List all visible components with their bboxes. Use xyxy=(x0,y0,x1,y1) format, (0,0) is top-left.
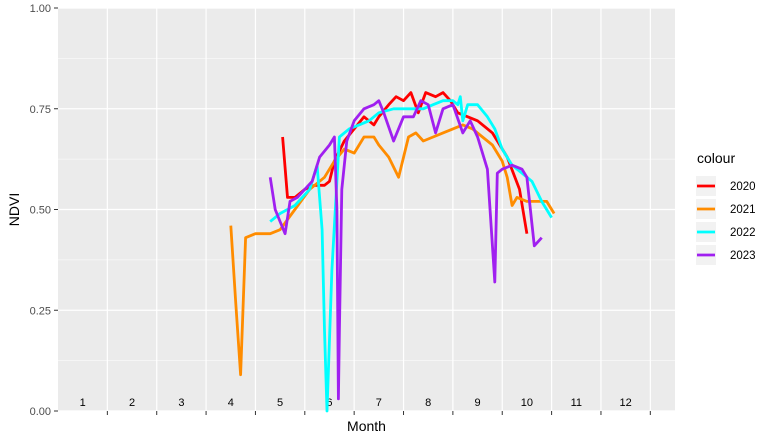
month-label: 2 xyxy=(129,397,135,409)
x-axis xyxy=(106,411,651,415)
series-line-2021 xyxy=(229,123,556,377)
month-labels: 1 2 3 4 5 6 7 8 9 10 11 12 xyxy=(80,397,632,409)
month-label: 4 xyxy=(228,397,234,409)
month-label: 3 xyxy=(178,397,184,409)
y-axis-title: NDVI xyxy=(6,193,22,226)
month-label: 12 xyxy=(620,397,632,409)
series-lines xyxy=(229,91,556,413)
y-tick-label: 0.25 xyxy=(30,305,51,317)
month-label: 7 xyxy=(376,397,382,409)
y-tick-label: 0.00 xyxy=(30,406,51,418)
month-label: 8 xyxy=(425,397,431,409)
legend-label-2020: 2020 xyxy=(730,181,756,193)
series-line-2023 xyxy=(268,99,543,401)
major-gridlines xyxy=(58,7,675,412)
y-axis: 0.00 0.25 0.50 0.75 1.00 xyxy=(30,3,58,418)
series-line-2020 xyxy=(281,91,529,234)
month-label: 5 xyxy=(277,397,283,409)
month-label: 1 xyxy=(80,397,86,409)
legend: colour 2020 2021 2022 2023 xyxy=(696,150,756,265)
y-tick-label: 1.00 xyxy=(30,3,51,15)
month-label: 11 xyxy=(571,397,582,409)
month-label: 6 xyxy=(326,397,332,409)
minor-gridlines xyxy=(58,58,675,361)
month-label: 10 xyxy=(521,397,533,409)
series-line-2022 xyxy=(269,95,553,413)
legend-title: colour xyxy=(697,150,735,166)
y-tick-label: 0.75 xyxy=(30,104,51,116)
legend-label-2021: 2021 xyxy=(730,204,756,216)
x-axis-title: Month xyxy=(347,418,386,434)
legend-label-2022: 2022 xyxy=(730,227,756,239)
month-label: 9 xyxy=(474,397,480,409)
y-tick-label: 0.50 xyxy=(30,205,51,217)
legend-label-2023: 2023 xyxy=(730,250,756,262)
